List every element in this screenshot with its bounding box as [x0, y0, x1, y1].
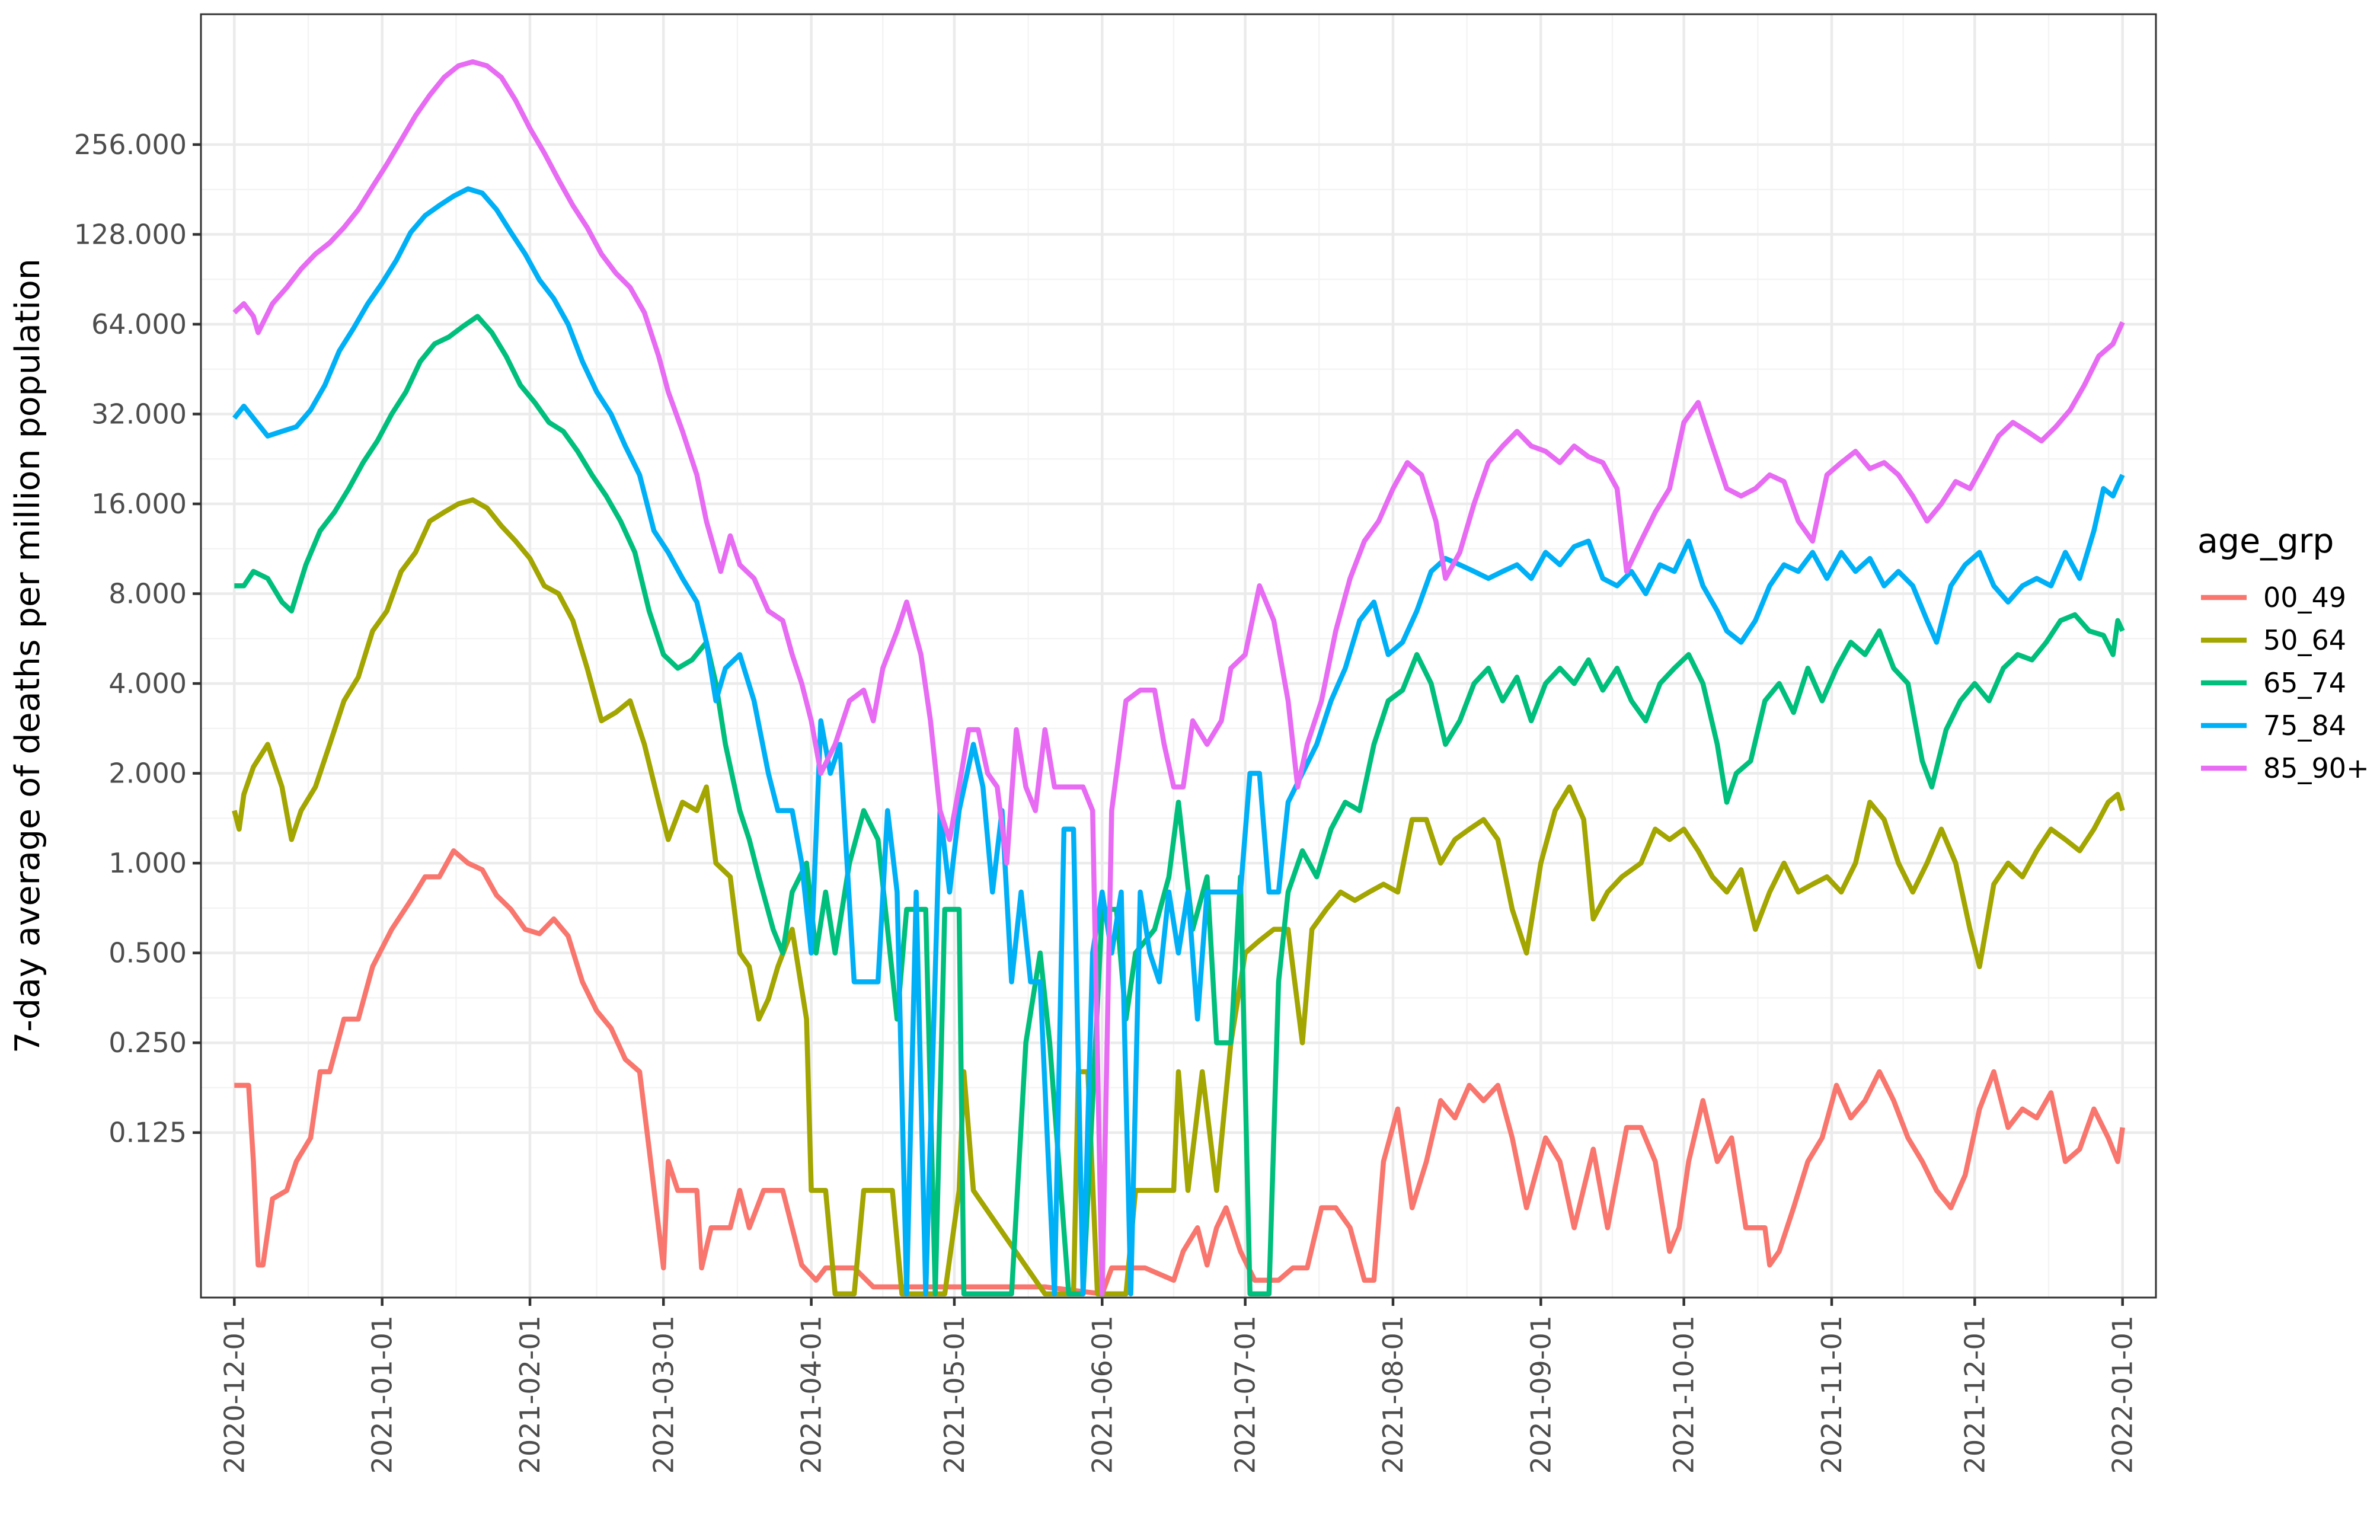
y-tick-label: 128.000: [74, 218, 187, 250]
x-tick-label: 2021-06-01: [1086, 1315, 1118, 1474]
series-layer: [232, 59, 2125, 1297]
legend-item: 65_74: [2201, 667, 2346, 699]
series-line-75_84: [232, 186, 2125, 1297]
x-tick-label: 2021-02-01: [514, 1315, 546, 1474]
x-axis: 2020-12-01 2021-01-01 2021-02-01 2021-03-01…: [218, 1298, 2139, 1474]
y-tick-label: 0.125: [108, 1117, 187, 1149]
legend-label: 50_64: [2263, 624, 2346, 656]
legend: age_grp 00_49 50_64 65_74 75_84 85_90+: [2197, 522, 2369, 784]
x-tick-label: 2021-04-01: [796, 1315, 828, 1474]
legend-item: 75_84: [2201, 710, 2346, 742]
x-tick-label: 2022-01-01: [2107, 1315, 2139, 1474]
series-line-65_74: [234, 314, 2125, 1297]
y-tick-label: 0.250: [108, 1027, 187, 1059]
x-tick-label: 2021-01-01: [366, 1315, 398, 1474]
legend-label: 00_49: [2263, 582, 2346, 614]
series-line-85_90+: [232, 59, 2125, 1297]
y-tick-label: 256.000: [74, 129, 187, 161]
legend-label: 65_74: [2263, 667, 2346, 699]
x-tick-label: 2021-03-01: [647, 1315, 679, 1474]
y-tick-label: 16.000: [91, 488, 187, 520]
x-tick-label: 2021-08-01: [1377, 1315, 1409, 1474]
x-tick-label: 2021-09-01: [1525, 1315, 1557, 1474]
x-tick-label: 2021-12-01: [1959, 1315, 1991, 1474]
y-tick-label: 0.500: [108, 937, 187, 969]
y-tick-label: 2.000: [108, 758, 187, 790]
series-line-50_64: [232, 497, 2125, 1297]
y-axis: 0.125 0.250 0.500 1.000 2.000 4.000 8.000 16.00…: [74, 129, 201, 1149]
y-tick-label: 64.000: [91, 308, 187, 340]
x-tick-label: 2021-05-01: [938, 1315, 970, 1474]
x-tick-label: 2021-07-01: [1229, 1315, 1261, 1474]
grid: [201, 14, 2156, 1298]
legend-item: 50_64: [2201, 624, 2346, 656]
y-tick-label: 4.000: [108, 667, 187, 699]
legend-item: 85_90+: [2201, 752, 2369, 784]
y-axis-title: 7-day average of deaths per million popu…: [8, 258, 47, 1053]
legend-title: age_grp: [2197, 522, 2334, 561]
x-tick-label: 2020-12-01: [218, 1315, 250, 1474]
x-tick-label: 2021-10-01: [1668, 1315, 1700, 1474]
legend-label: 75_84: [2263, 710, 2346, 742]
y-tick-label: 1.000: [108, 847, 187, 879]
y-tick-label: 32.000: [91, 398, 187, 430]
series-line-00_49: [234, 848, 2125, 1297]
y-tick-label: 8.000: [108, 578, 187, 610]
legend-item: 00_49: [2201, 582, 2346, 614]
panel-border: [200, 13, 2157, 1299]
legend-label: 85_90+: [2263, 752, 2369, 784]
x-tick-label: 2021-11-01: [1816, 1315, 1848, 1474]
